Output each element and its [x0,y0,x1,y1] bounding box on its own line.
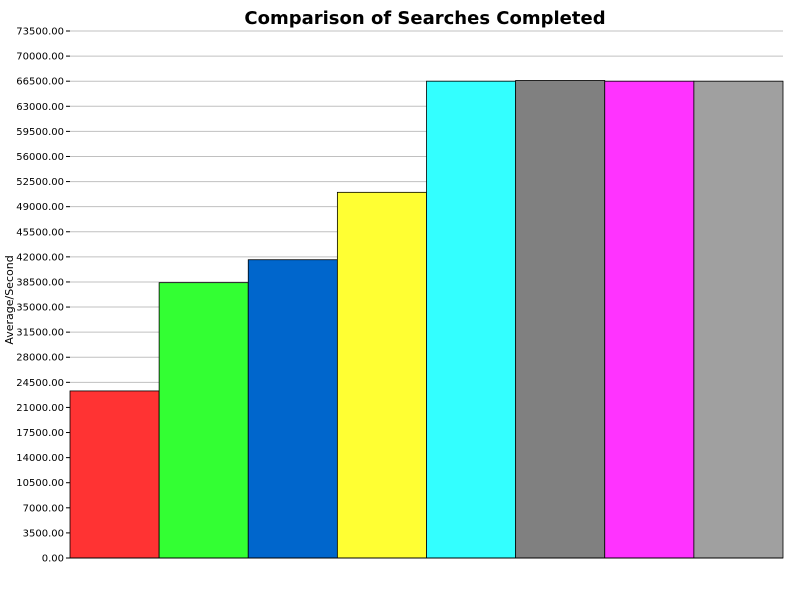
y-tick-label: 0.00 [42,554,64,565]
y-tick-label: 31500.00 [16,328,64,339]
y-tick-label: 73500.00 [16,27,64,38]
y-tick-label: 28000.00 [16,353,64,364]
y-tick-label: 24500.00 [16,378,64,389]
y-tick-label: 45500.00 [16,227,64,238]
y-tick-label: 70000.00 [16,52,64,63]
bar-6 [515,80,606,559]
y-tick-label: 42000.00 [16,252,64,263]
bar-5 [426,80,517,559]
y-tick-label: 10500.00 [16,478,64,489]
y-tick-label: 49000.00 [16,202,64,213]
y-tick-label: 3500.00 [23,528,64,539]
y-tick-label: 52500.00 [16,177,64,188]
bar-7 [604,80,695,559]
y-tick-label: 56000.00 [16,152,64,163]
bar-2 [158,282,249,559]
bar-1 [69,390,160,559]
y-tick-label: 63000.00 [16,102,64,113]
y-tick-label: 66500.00 [16,77,64,88]
bar-8 [693,80,784,559]
y-tick-label: 59500.00 [16,127,64,138]
y-tick-label: 14000.00 [16,453,64,464]
y-tick-label: 7000.00 [23,503,64,514]
bars [69,80,784,559]
y-tick-label: 38500.00 [16,277,64,288]
bar-4 [336,191,427,559]
y-tick-label: 35000.00 [16,303,64,314]
y-axis-label: Average/Second [3,255,16,344]
y-tick-label: 21000.00 [16,403,64,414]
y-tick-label: 17500.00 [16,428,64,439]
bar-3 [247,259,338,559]
chart-title: Comparison of Searches Completed [244,8,605,29]
y-axis-ticks: 0.00 3500.00 7000.00 10500.00 14000.00 17500.… [16,27,70,565]
